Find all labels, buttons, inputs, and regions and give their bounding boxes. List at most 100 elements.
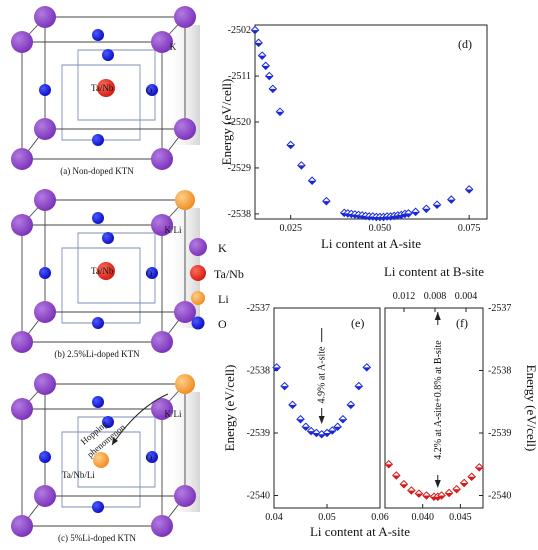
data-point-fill bbox=[447, 199, 455, 204]
corner-label: K/Li bbox=[165, 225, 182, 235]
data-point-fill bbox=[433, 204, 441, 209]
data-point-fill bbox=[407, 490, 415, 495]
legend-o-marker bbox=[191, 316, 205, 330]
inner-cube-back bbox=[77, 49, 156, 121]
y-tick-label: -2540 bbox=[488, 491, 511, 502]
k-corner-atom bbox=[11, 31, 33, 53]
oxygen-atom bbox=[102, 232, 114, 244]
y-tick-label: -2540 bbox=[247, 491, 270, 502]
data-point-fill bbox=[404, 213, 413, 217]
data-point-fill bbox=[412, 211, 420, 216]
chart-d-ylabel: Energy (eV/cell) bbox=[219, 79, 234, 166]
data-point-fill bbox=[385, 464, 393, 468]
y-tick-label: -2539 bbox=[247, 428, 270, 439]
oxygen-atom bbox=[92, 317, 104, 329]
data-point-fill bbox=[445, 493, 453, 497]
oxygen-atom bbox=[39, 451, 51, 463]
k-corner-atom bbox=[151, 214, 173, 236]
y-tick-label: -2538 bbox=[228, 209, 251, 220]
chart-f: (f) Li content at B-site Energy (eV/cell… bbox=[384, 264, 538, 523]
face-label: O bbox=[146, 269, 153, 279]
k-corner-atom bbox=[174, 118, 196, 140]
x-tick-label: 0.040 bbox=[411, 512, 434, 523]
cube-front-face bbox=[21, 408, 163, 527]
chart-f-panel-letter: (f) bbox=[456, 316, 468, 330]
k-corner-atom bbox=[11, 398, 33, 420]
oxygen-atom bbox=[92, 501, 104, 513]
structure-panel-b: K/Li Ta/Nb O (b) 2.5%Li-doped KTN bbox=[11, 189, 200, 359]
hopping-arrowhead bbox=[112, 437, 118, 445]
data-point-fill bbox=[273, 367, 281, 371]
chart-f-ylabel: Energy (eV/cell) bbox=[524, 365, 538, 452]
data-point-fill bbox=[262, 65, 270, 70]
x-tick-label: 0.050 bbox=[369, 223, 392, 234]
data-point-fill bbox=[287, 144, 295, 149]
x2-tick-label: 0.004 bbox=[455, 291, 478, 302]
data-point-fill bbox=[339, 419, 347, 423]
k-corner-atom bbox=[34, 485, 56, 507]
k-corner-atom bbox=[174, 6, 196, 28]
inner-cube-front bbox=[61, 431, 141, 508]
chart-d-panel-letter: (d) bbox=[458, 37, 472, 51]
x-tick-label: 0.045 bbox=[449, 512, 472, 523]
data-point-fill bbox=[296, 419, 305, 423]
data-point-fill bbox=[251, 30, 259, 34]
x-tick-label: 0.05 bbox=[318, 512, 336, 523]
data-point-fill bbox=[328, 430, 336, 435]
structure-caption: (c) 5%Li-doped KTN bbox=[58, 533, 136, 543]
k-corner-atom bbox=[34, 189, 56, 211]
structure-panel-a: K Ta/Nb O (a) Non-doped KTN bbox=[11, 6, 200, 176]
legend-tanb-marker bbox=[190, 265, 206, 281]
x-tick-label: 0.025 bbox=[279, 223, 302, 234]
x-tick-label: 0.06 bbox=[371, 512, 389, 523]
y-tick-label: -2538 bbox=[488, 366, 511, 377]
k-corner-atom bbox=[11, 515, 33, 537]
chart-e: (e) Energy (eV/cell) 0.04 0.05 0.06 -2537 -2… bbox=[222, 303, 389, 523]
data-point-fill bbox=[323, 433, 331, 437]
legend-tanb-label: Ta/Nb bbox=[214, 267, 244, 281]
k-corner-atom bbox=[11, 331, 33, 353]
data-point-fill bbox=[297, 165, 305, 169]
corner-label: K/Li bbox=[165, 409, 182, 419]
oxygen-atom bbox=[39, 267, 51, 279]
y-tick-label: -2538 bbox=[247, 366, 270, 377]
k-corner-atom bbox=[34, 373, 56, 395]
tanb-center-atom bbox=[97, 79, 115, 97]
k-corner-atom bbox=[174, 485, 196, 507]
chart-d-frame bbox=[254, 24, 488, 220]
y-tick-label: -2537 bbox=[247, 303, 270, 314]
data-point-fill bbox=[307, 431, 315, 435]
corner-label: K bbox=[170, 42, 177, 52]
inner-cube-front bbox=[61, 64, 141, 141]
li-corner-atom bbox=[175, 190, 195, 210]
data-point-fill bbox=[265, 76, 273, 80]
cube-front-face bbox=[21, 41, 163, 160]
data-point-fill bbox=[355, 386, 363, 390]
x2-tick-label: 0.012 bbox=[393, 291, 416, 302]
center-label: Ta/Nb bbox=[91, 83, 114, 93]
chart-ef-xlabel: Li content at A-site bbox=[310, 524, 410, 539]
chart-f-x2label: Li content at B-site bbox=[384, 264, 484, 279]
data-point-fill bbox=[468, 476, 476, 481]
atom-legend: K Ta/Nb Li O bbox=[189, 238, 244, 331]
data-point-fill bbox=[269, 88, 277, 93]
oxygen-atom bbox=[92, 134, 104, 146]
k-corner-atom bbox=[174, 301, 196, 323]
data-point-fill bbox=[422, 495, 431, 500]
chart-d: (d) Li content at A-site Energy (eV/cell… bbox=[219, 24, 488, 251]
data-point-fill bbox=[437, 495, 446, 500]
data-point-fill bbox=[308, 180, 316, 185]
data-point-fill bbox=[465, 189, 473, 193]
structure-caption: (a) Non-doped KTN bbox=[60, 166, 134, 176]
x-tick-label: 0.04 bbox=[265, 512, 283, 523]
y-tick-label: -2529 bbox=[228, 163, 251, 174]
k-corner-atom bbox=[34, 301, 56, 323]
data-point-fill bbox=[254, 42, 263, 47]
oxygen-atom bbox=[102, 49, 114, 61]
annotation-f: 4.2% at A-site+0.8% at B-site bbox=[433, 340, 444, 460]
data-point-fill bbox=[475, 467, 483, 471]
oxygen-atom bbox=[102, 416, 114, 428]
inner-cube-front bbox=[61, 247, 141, 324]
